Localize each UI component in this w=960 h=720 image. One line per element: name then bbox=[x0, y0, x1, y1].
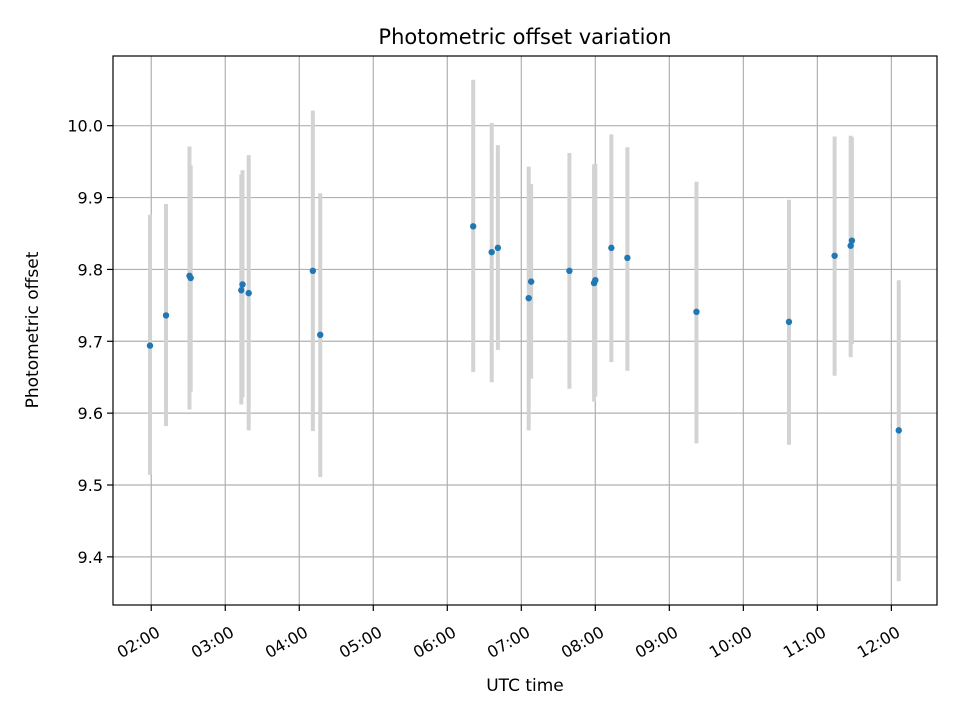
data-point bbox=[608, 244, 615, 252]
x-tick-label: 06:00 bbox=[410, 622, 459, 662]
y-tick-label: 9.7 bbox=[78, 332, 103, 351]
x-axis-ticks: 02:00 03:00 04:00 05:00 06:00 07:00 08:00 09:00… bbox=[114, 605, 903, 662]
x-tick-label: 10:00 bbox=[706, 622, 755, 662]
x-tick-label: 05:00 bbox=[336, 622, 385, 662]
x-tick-label: 03:00 bbox=[188, 622, 237, 662]
x-tick-label: 12:00 bbox=[854, 622, 903, 662]
x-axis-label: UTC time bbox=[486, 676, 564, 696]
data-point bbox=[527, 278, 535, 285]
data-point bbox=[469, 223, 477, 230]
y-axis-label: Photometric offset bbox=[23, 251, 43, 408]
y-tick-label: 9.8 bbox=[78, 260, 103, 279]
chart-title: Photometric offset variation bbox=[378, 25, 671, 49]
y-tick-label: 10.0 bbox=[67, 117, 103, 136]
y-axis-ticks: 9.4 9.5 9.6 9.7 9.8 9.9 10.0 bbox=[67, 117, 113, 567]
data-point bbox=[494, 244, 502, 252]
data-point bbox=[162, 312, 170, 319]
x-tick-label: 02:00 bbox=[114, 622, 163, 662]
data-points bbox=[146, 223, 902, 434]
data-point bbox=[146, 342, 154, 349]
data-point bbox=[895, 427, 902, 434]
data-point bbox=[624, 254, 631, 262]
data-point bbox=[317, 331, 324, 339]
data-point bbox=[238, 287, 245, 294]
data-point bbox=[309, 267, 317, 275]
y-tick-label: 9.9 bbox=[78, 189, 103, 208]
x-tick-label: 11:00 bbox=[780, 622, 829, 662]
data-point bbox=[592, 276, 599, 284]
data-point bbox=[239, 281, 246, 288]
data-point bbox=[488, 248, 495, 256]
error-bars bbox=[148, 79, 901, 582]
plot-frame bbox=[112, 55, 938, 606]
x-tick-label: 09:00 bbox=[632, 622, 681, 662]
grid bbox=[113, 56, 937, 605]
data-point bbox=[693, 308, 700, 316]
x-tick-label: 04:00 bbox=[262, 622, 311, 662]
data-point bbox=[831, 252, 838, 259]
data-point bbox=[187, 274, 194, 282]
data-point bbox=[566, 267, 573, 275]
y-tick-label: 9.6 bbox=[78, 404, 103, 423]
data-point bbox=[847, 242, 854, 249]
x-tick-label: 07:00 bbox=[484, 622, 533, 662]
y-tick-label: 9.5 bbox=[78, 476, 103, 495]
data-point bbox=[785, 318, 793, 326]
data-point bbox=[525, 294, 532, 302]
x-tick-label: 08:00 bbox=[558, 622, 607, 662]
data-point bbox=[848, 237, 856, 244]
y-tick-label: 9.4 bbox=[78, 548, 103, 567]
data-point bbox=[245, 289, 252, 297]
